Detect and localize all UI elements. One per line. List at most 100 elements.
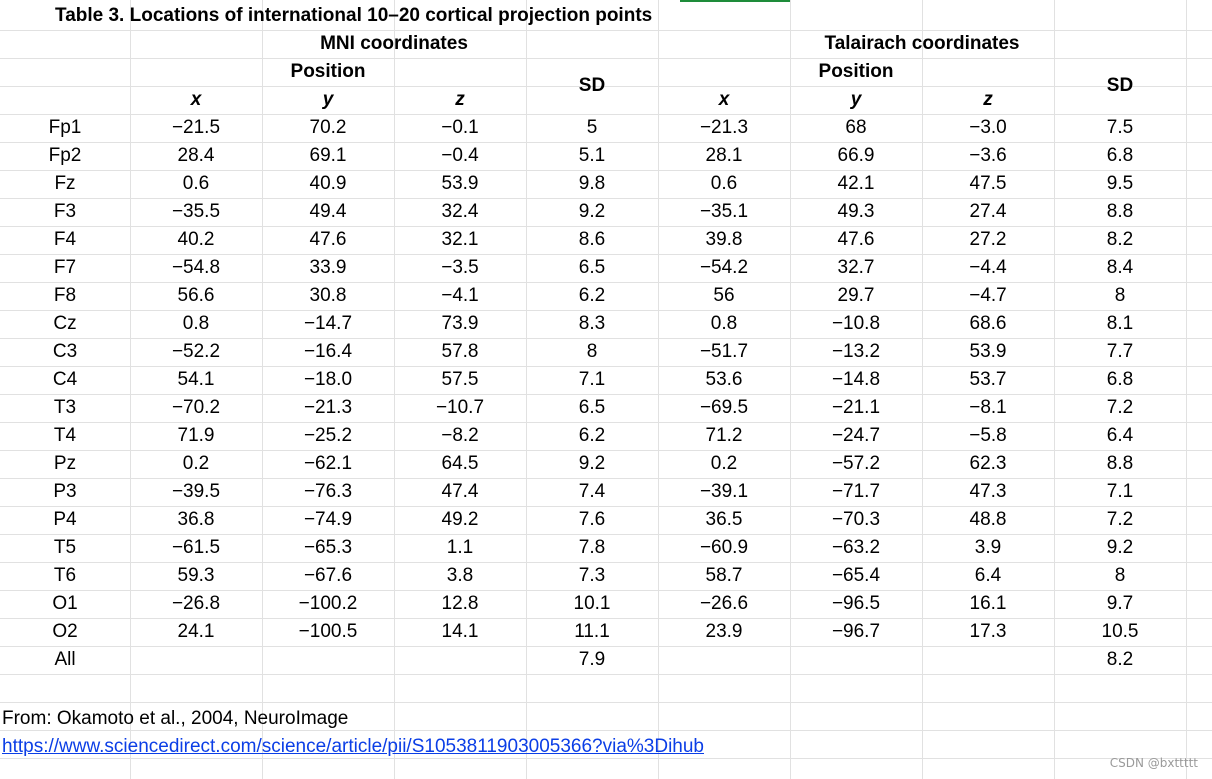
mni-y-cell: −16.4 [303,341,353,362]
talairach-sd-cell: 7.2 [1106,397,1134,418]
talairach-sd-cell: 9.7 [1106,593,1134,614]
talairach-z-cell: 27.2 [969,229,1007,250]
mni-x-cell [130,646,262,674]
row-label: C4 [52,369,78,390]
talairach-z-cell: 3.9 [974,537,1002,558]
mni-y-cell: −62.1 [303,453,353,474]
mni-z-cell: −3.5 [441,257,479,278]
row-label: T6 [53,565,77,586]
mni-x-cell: 40.2 [177,229,215,250]
talairach-z-cell: 47.3 [969,481,1007,502]
row-label: Fz [54,173,76,194]
talairach-sd-cell: 7.5 [1106,117,1134,138]
row-label: C3 [52,341,78,362]
watermark: CSDN @bxttttt [1109,756,1198,770]
mni-y-cell: 33.9 [309,257,347,278]
mni-sd-cell: 9.8 [578,173,606,194]
mni-sd-cell: 9.2 [578,201,606,222]
talairach-x-cell: 71.2 [705,425,743,446]
mni-sd-cell: 5 [586,117,598,138]
talairach-z-cell: 27.4 [969,201,1007,222]
talairach-z-cell: −5.8 [969,425,1007,446]
mni-x-cell: −21.5 [171,117,221,138]
grid-row-line [0,590,1212,591]
talairach-sd-cell: 8 [1114,565,1126,586]
source-link[interactable]: https://www.sciencedirect.com/science/ar… [2,736,704,757]
source-citation: From: Okamoto et al., 2004, NeuroImage [2,708,349,729]
talairach-z-cell: −8.1 [969,397,1007,418]
row-label: Fp2 [48,145,82,166]
mni-sd-cell: 8.3 [578,313,606,334]
mni-y-cell: 70.2 [309,117,347,138]
talairach-x-cell: 58.7 [705,565,743,586]
talairach-sd-cell: 6.8 [1106,369,1134,390]
row-label: P4 [53,509,77,530]
mni-y-cell: 40.9 [309,173,347,194]
grid-row-line [0,338,1212,339]
talairach-group-header: Talairach coordinates [824,33,1020,54]
row-label: Fp1 [48,117,82,138]
talairach-sd-cell: 8.2 [1106,229,1134,250]
mni-x-cell: −39.5 [171,481,221,502]
talairach-sd-cell: 8.8 [1106,453,1134,474]
mni-y-cell: 47.6 [309,229,347,250]
talairach-sd-cell: 7.1 [1106,481,1134,502]
talairach-sd-cell: 8.2 [1106,649,1134,670]
mni-x-cell: 56.6 [177,285,215,306]
grid-row-line [0,254,1212,255]
mni-x-cell: −52.2 [171,341,221,362]
talairach-y-cell: 49.3 [837,201,875,222]
mni-sd-cell: 7.4 [578,481,606,502]
grid-column-line [526,0,527,779]
mni-x-header: x [190,89,202,110]
mni-sd-cell: 6.5 [578,397,606,418]
grid-row-line [0,30,1212,31]
mni-x-cell: 0.2 [182,453,210,474]
mni-z-cell: 32.4 [441,201,479,222]
grid-row-line [0,394,1212,395]
mni-y-cell: −18.0 [303,369,353,390]
mni-y-cell: −74.9 [303,509,353,530]
mni-y-cell: 49.4 [309,201,347,222]
talairach-z-header: z [983,89,993,110]
mni-x-cell: 71.9 [177,425,215,446]
mni-sd-cell: 5.1 [578,145,606,166]
grid-row-line [0,86,1212,87]
grid-row-line [0,58,1212,59]
mni-sd-cell: 7.9 [578,649,606,670]
mni-x-cell: −54.8 [171,257,221,278]
talairach-z-cell: 53.9 [969,341,1007,362]
mni-z-cell: 64.5 [441,453,479,474]
mni-x-cell: 24.1 [177,621,215,642]
talairach-x-cell: −21.3 [699,117,749,138]
grid-row-line [0,478,1212,479]
talairach-x-cell: −35.1 [699,201,749,222]
talairach-sd-cell: 9.2 [1106,537,1134,558]
talairach-y-cell: −57.2 [831,453,881,474]
mni-y-cell [262,646,394,674]
grid-column-line [130,0,131,779]
mni-x-cell: −70.2 [171,397,221,418]
mni-z-cell: −0.4 [441,145,479,166]
mni-x-cell: 54.1 [177,369,215,390]
mni-y-cell: −100.2 [298,593,358,614]
talairach-y-cell: −70.3 [831,509,881,530]
talairach-sd-cell: 6.8 [1106,145,1134,166]
grid-row-line [0,226,1212,227]
mni-y-cell: −67.6 [303,565,353,586]
talairach-y-cell [790,646,922,674]
talairach-y-cell: −96.7 [831,621,881,642]
row-label: Cz [53,313,77,334]
talairach-y-cell: 47.6 [837,229,875,250]
grid-column-line [790,0,791,779]
talairach-x-cell: 53.6 [705,369,743,390]
mni-x-cell: 59.3 [177,565,215,586]
mni-z-cell: −8.2 [441,425,479,446]
row-label: F8 [53,285,77,306]
talairach-position-header: Position [818,61,894,82]
grid-column-line [1186,0,1187,779]
mni-y-cell: −76.3 [303,481,353,502]
talairach-y-header: y [850,89,862,110]
talairach-x-cell: −54.2 [699,257,749,278]
